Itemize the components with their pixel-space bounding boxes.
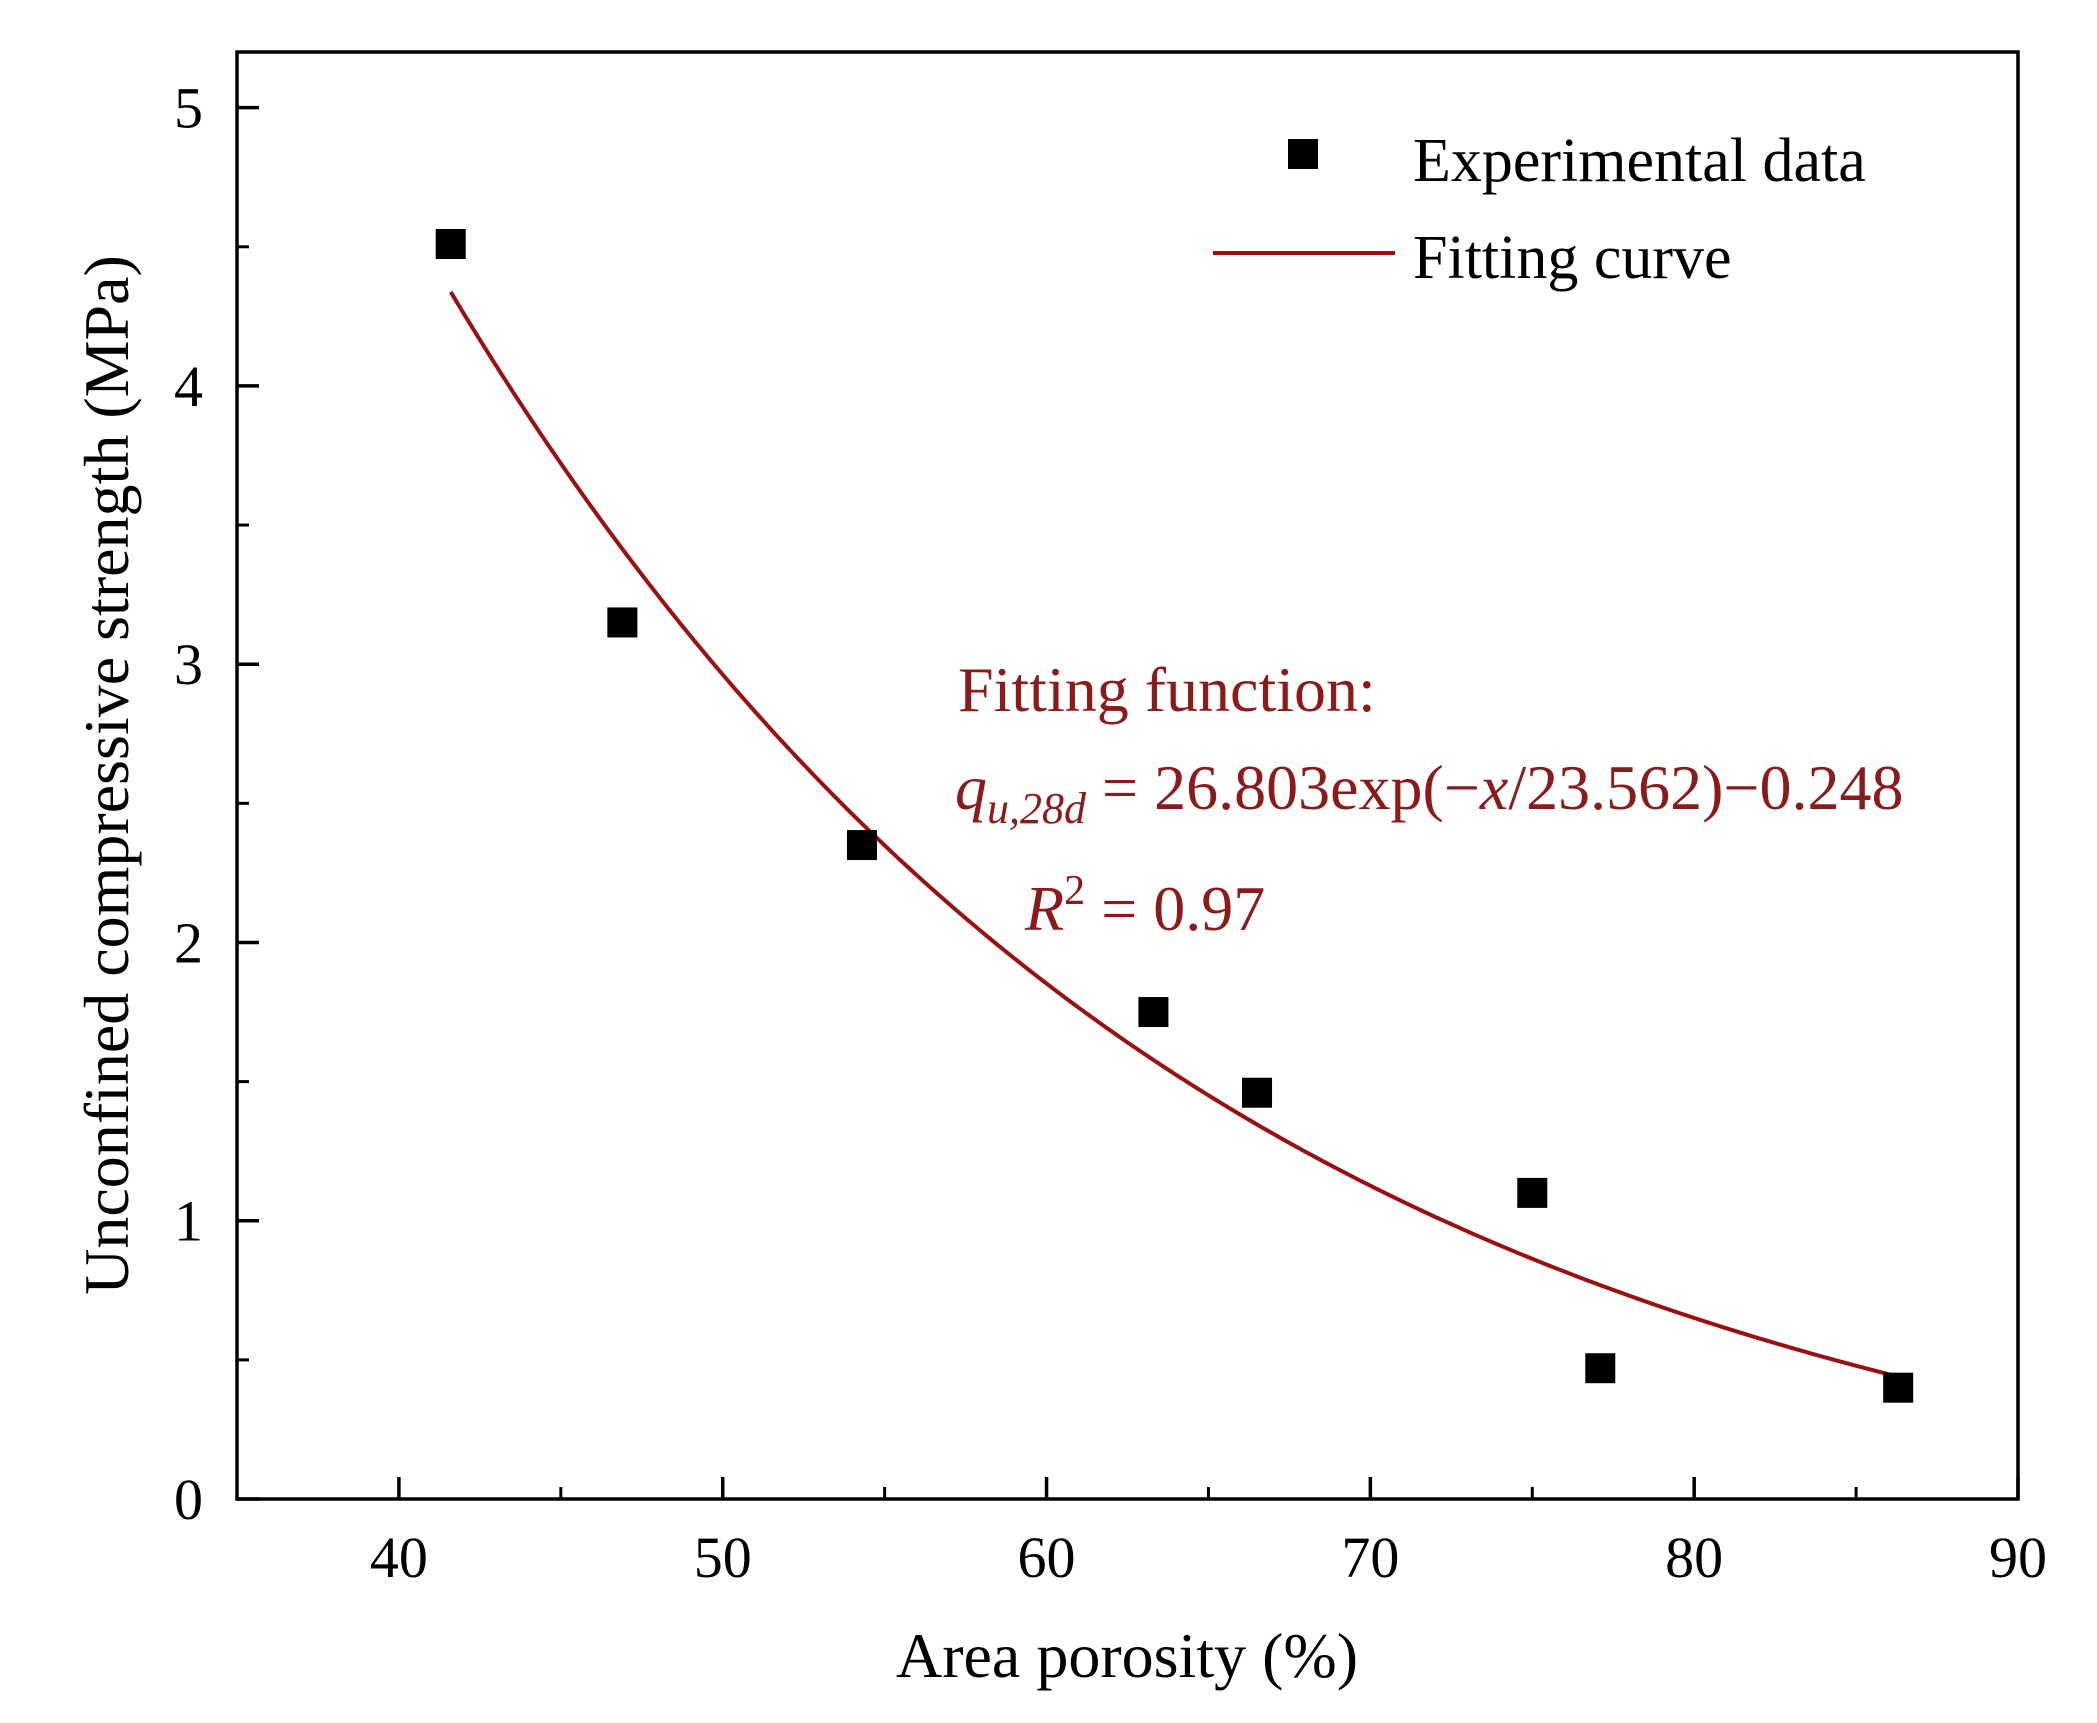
data-point — [1517, 1177, 1548, 1208]
equation-x: x — [1479, 752, 1508, 823]
data-point — [1585, 1353, 1616, 1384]
fitting-annotation: Fitting function: qu,28d = 26.803exp(−x/… — [955, 654, 1904, 944]
y-tick-label: 2 — [174, 910, 203, 975]
legend-label-fitting: Fitting curve — [1413, 224, 1732, 292]
equation-body-end: /23.562)−0.248 — [1508, 752, 1903, 823]
equation-body-start: = 26.803exp(− — [1086, 752, 1480, 823]
legend: Experimental data Fitting curve — [1213, 127, 1866, 292]
x-tick-label: 90 — [1989, 1525, 2047, 1590]
data-point — [607, 607, 638, 638]
y-tick-label: 4 — [174, 354, 203, 419]
x-tick-label: 70 — [1341, 1525, 1399, 1590]
x-tick-label: 40 — [370, 1525, 428, 1590]
data-points — [435, 229, 1914, 1403]
y-axis-title: Unconfined compressive strength (MPa) — [71, 255, 142, 1295]
x-tick-label: 60 — [1018, 1525, 1076, 1590]
r-squared-variable: R — [1024, 873, 1064, 944]
annotation-r-squared: R2 = 0.97 — [1024, 868, 1265, 944]
data-point — [1138, 997, 1169, 1028]
legend-marker-experimental — [1288, 139, 1318, 169]
y-tick-label: 0 — [174, 1467, 203, 1532]
data-point — [435, 229, 466, 260]
data-point — [1242, 1077, 1273, 1108]
annotation-equation: qu,28d = 26.803exp(−x/23.562)−0.248 — [955, 752, 1904, 833]
x-axis-title: Area porosity (%) — [896, 1620, 1358, 1691]
y-tick-label: 5 — [174, 76, 203, 141]
axis-tick-labels: 40 50 60 70 80 90 0 1 2 3 4 5 — [174, 76, 2047, 1590]
equation-subscript: u,28d — [987, 784, 1087, 833]
r-squared-value: = 0.97 — [1085, 873, 1265, 944]
y-tick-label: 1 — [174, 1189, 203, 1254]
axis-ticks — [237, 105, 2020, 1501]
r-squared-superscript: 2 — [1064, 868, 1085, 914]
annotation-heading: Fitting function: — [958, 654, 1376, 725]
legend-label-experimental: Experimental data — [1413, 127, 1866, 195]
y-tick-label: 3 — [174, 632, 203, 697]
fitting-curve-line — [449, 290, 1899, 1379]
x-tick-label: 80 — [1665, 1525, 1723, 1590]
equation-variable: q — [955, 752, 987, 823]
plot-frame — [235, 50, 2020, 1501]
data-point — [1883, 1372, 1914, 1403]
data-point — [846, 830, 877, 861]
x-tick-label: 50 — [694, 1525, 752, 1590]
